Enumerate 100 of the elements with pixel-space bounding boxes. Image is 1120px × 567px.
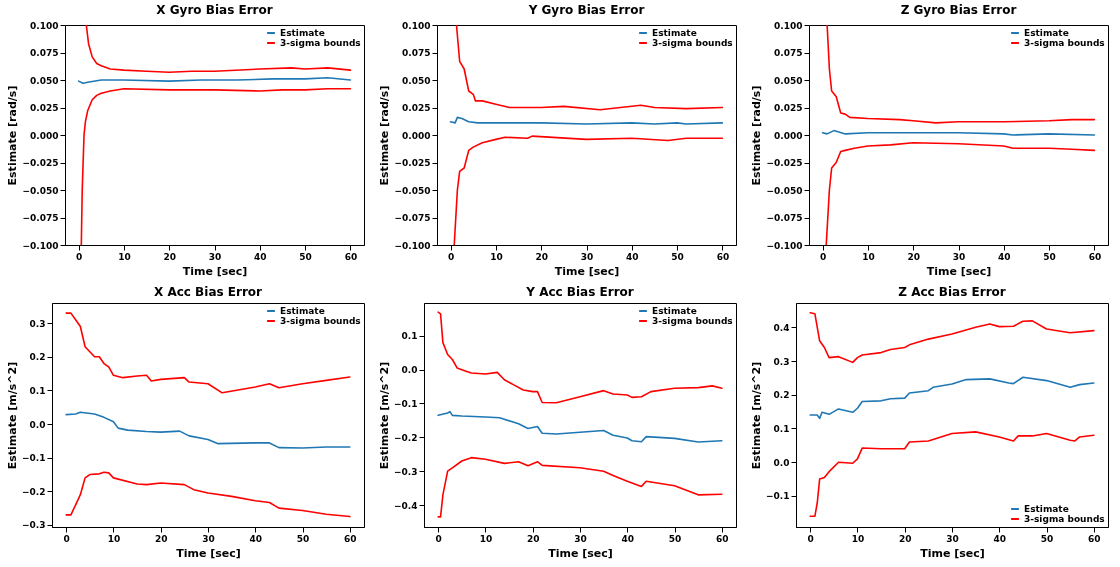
y-tick-label: 0.000: [774, 130, 803, 141]
x-tick-label: 30: [580, 251, 594, 262]
y-tick-label: 0.2: [773, 390, 790, 401]
x-tick-label: 60: [344, 251, 358, 262]
x-tick-label: 50: [668, 533, 682, 544]
y-tick-label: −0.075: [766, 213, 803, 223]
y-tick-label: 0.075: [774, 48, 803, 58]
y-tick-label: 0.0: [401, 365, 418, 376]
line-series: [65, 471, 351, 518]
y-tick-label: 0.025: [402, 103, 431, 113]
chart-title: Z Gyro Bias Error: [900, 3, 1017, 17]
y-tick-label: −0.050: [766, 185, 803, 196]
legend-label: 3-sigma bounds: [1024, 514, 1105, 524]
line-series: [809, 311, 1095, 364]
y-tick-label: 0.000: [402, 130, 431, 141]
x-tick-label: 50: [299, 251, 312, 262]
line-series: [453, 135, 724, 245]
y-tick-label: −0.050: [22, 185, 59, 196]
x-tick-label: 40: [993, 533, 1007, 544]
chart-title: X Gyro Bias Error: [156, 3, 273, 17]
y-axis-title: Estimate [rad/s]: [750, 85, 764, 186]
y-tick-label: 0.4: [773, 322, 790, 333]
line-series: [449, 116, 724, 125]
x-tick-label: 20: [163, 251, 176, 262]
y-axis-title: Estimate [m/s^2]: [750, 361, 764, 470]
line-series: [80, 88, 352, 245]
y-tick-label: 0.100: [30, 20, 59, 31]
y-tick-label: −0.025: [766, 158, 803, 168]
x-tick-label: 30: [208, 251, 222, 262]
line-series: [437, 410, 723, 443]
y-tick-label: 0.050: [402, 75, 431, 86]
line-series: [65, 411, 351, 449]
x-axis-title: Time [sec]: [548, 546, 613, 560]
x-tick-label: 50: [1043, 251, 1056, 262]
y-tick-label: −0.100: [22, 240, 59, 251]
chart-title: X Acc Bias Error: [154, 285, 263, 299]
x-tick-label: 40: [998, 251, 1011, 262]
x-tick-label: 0: [435, 533, 442, 544]
x-tick-label: 0: [63, 533, 70, 544]
x-tick-label: 20: [535, 251, 548, 262]
line-series: [825, 141, 1096, 245]
y-tick-label: 0.050: [774, 75, 803, 86]
x-tick-label: 20: [898, 533, 912, 544]
y-tick-label: 0.0: [773, 457, 790, 468]
y-tick-label: 0.2: [29, 352, 46, 363]
x-tick-label: 60: [716, 251, 730, 262]
y-tick-label: −0.075: [22, 213, 59, 223]
line-series: [437, 456, 723, 518]
y-tick-label: 0.025: [774, 103, 803, 113]
y-tick-label: 0.0: [29, 419, 46, 430]
chart-title: Z Acc Bias Error: [898, 285, 1006, 299]
x-axis-title: Time [sec]: [182, 264, 248, 278]
x-tick-label: 30: [946, 533, 959, 544]
x-tick-label: 10: [862, 251, 875, 262]
x-tick-label: 60: [1088, 533, 1101, 544]
x-tick-label: 50: [296, 533, 310, 544]
x-tick-label: 10: [107, 533, 121, 544]
legend-label: 3-sigma bounds: [280, 38, 361, 48]
y-axis-title: Estimate [rad/s]: [6, 85, 20, 186]
y-tick-label: 0.1: [773, 423, 790, 434]
y-tick-label: −0.1: [766, 491, 790, 502]
legend-label: 3-sigma bounds: [1024, 38, 1105, 48]
y-tick-label: 0.3: [29, 318, 46, 329]
y-tick-label: 0.000: [30, 130, 59, 141]
y-tick-label: 0.075: [402, 48, 431, 58]
x-tick-label: 30: [574, 533, 587, 544]
y-axis-title: Estimate [m/s^2]: [378, 361, 392, 470]
x-axis-title: Time [sec]: [176, 546, 241, 560]
legend-label: 3-sigma bounds: [280, 316, 361, 326]
x-tick-label: 60: [344, 533, 357, 544]
legend-label: 3-sigma bounds: [652, 38, 733, 48]
legend-label: Estimate: [652, 28, 697, 38]
y-tick-label: −0.025: [22, 158, 59, 168]
y-tick-label: −0.3: [394, 466, 418, 477]
x-tick-label: 60: [716, 533, 729, 544]
x-axis-title: Time [sec]: [926, 264, 992, 278]
y-tick-label: −0.1: [22, 453, 46, 464]
y-tick-label: 0.025: [30, 103, 59, 113]
line-series: [809, 376, 1095, 420]
x-tick-label: 10: [490, 251, 503, 262]
x-tick-label: 60: [1088, 251, 1102, 262]
legend-label: Estimate: [280, 306, 325, 316]
chart-title: Y Acc Bias Error: [525, 285, 634, 299]
y-tick-label: 0.050: [30, 75, 59, 86]
x-tick-label: 20: [526, 533, 540, 544]
x-tick-label: 20: [907, 251, 920, 262]
x-tick-label: 40: [249, 533, 263, 544]
x-axis-title: Time [sec]: [554, 264, 620, 278]
y-axis-title: Estimate [rad/s]: [378, 85, 392, 186]
y-tick-label: −0.2: [22, 486, 46, 497]
x-tick-label: 0: [447, 251, 455, 262]
legend-label: Estimate: [652, 306, 697, 316]
legend-label: Estimate: [1024, 504, 1069, 514]
y-tick-label: −0.3: [22, 520, 46, 531]
y-tick-label: 0.1: [29, 385, 46, 396]
x-tick-label: 50: [671, 251, 684, 262]
x-tick-label: 10: [479, 533, 493, 544]
x-tick-label: 30: [952, 251, 966, 262]
y-tick-label: −0.100: [766, 240, 803, 251]
legend-label: Estimate: [1024, 28, 1069, 38]
